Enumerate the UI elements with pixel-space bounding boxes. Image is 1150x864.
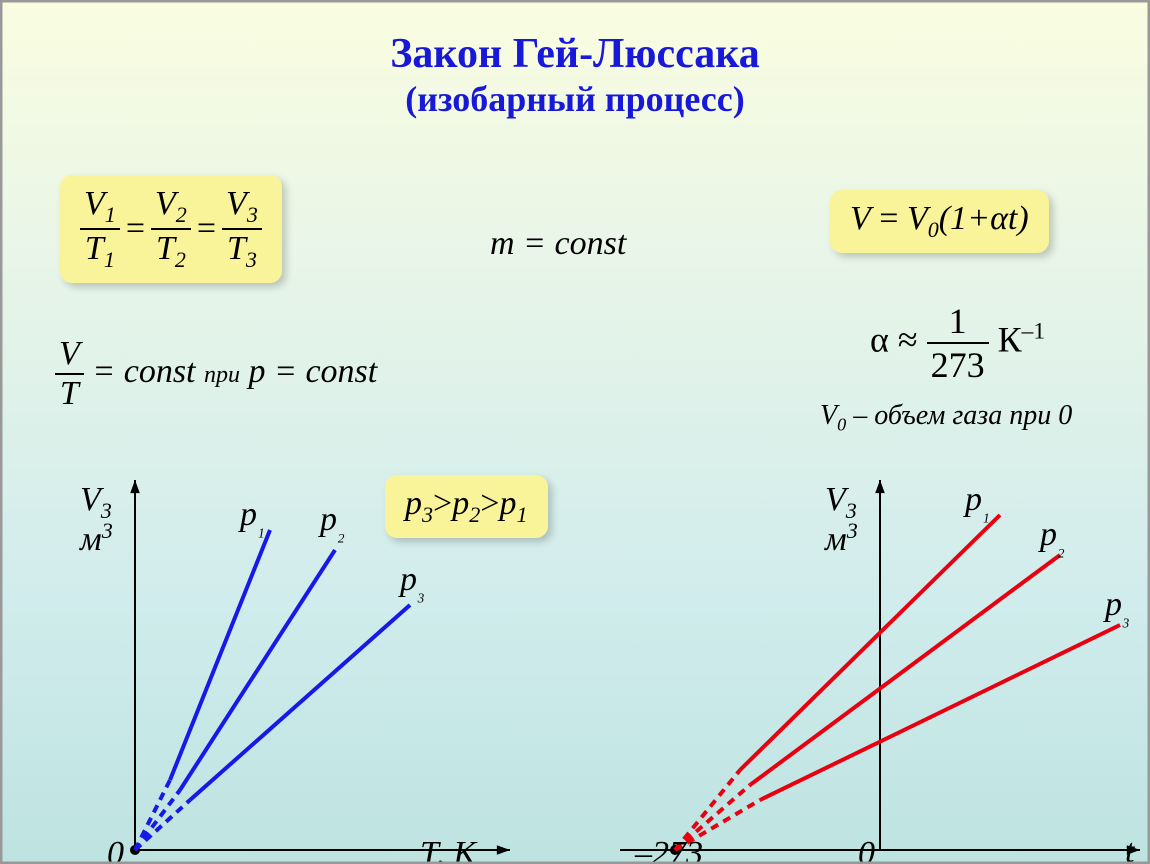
slide-border xyxy=(0,0,1150,864)
